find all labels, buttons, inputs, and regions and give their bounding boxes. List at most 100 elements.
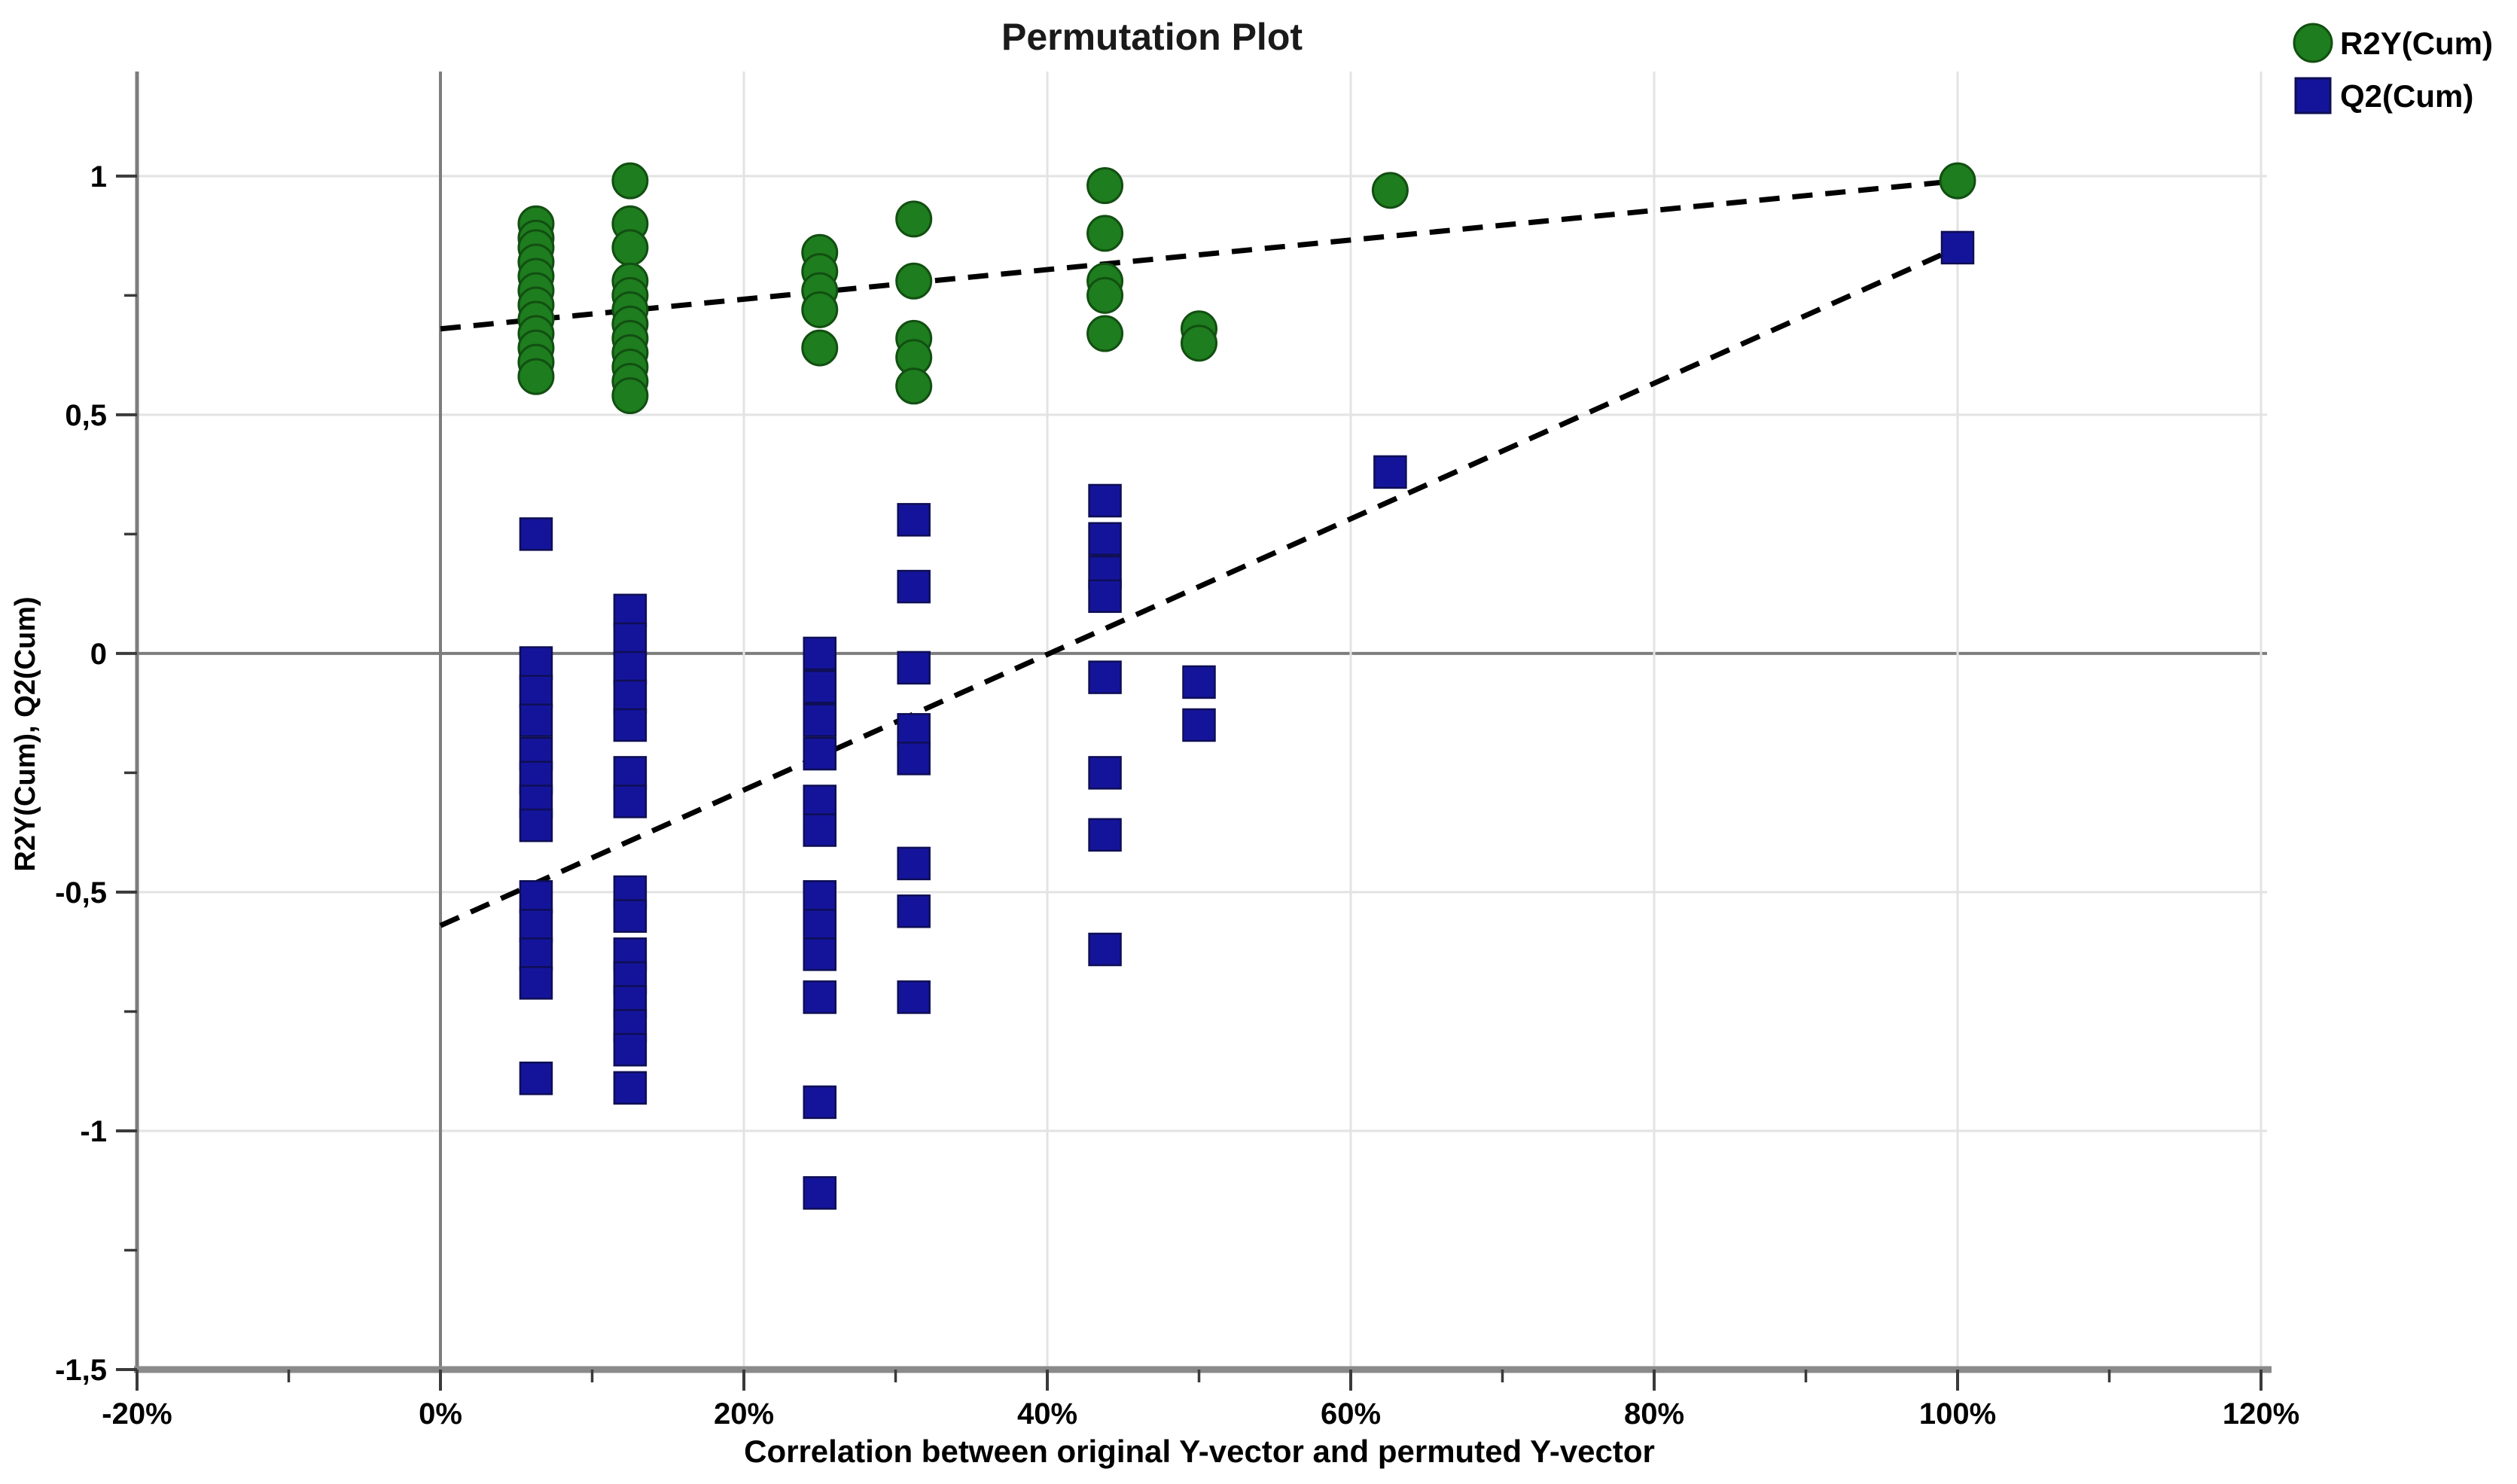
q2-point[interactable] — [613, 1071, 648, 1105]
x-tick-label: 60% — [1321, 1397, 1381, 1431]
q2-point[interactable] — [1088, 579, 1122, 614]
legend: R2Y(Cum) Q2(Cum) — [2293, 23, 2493, 114]
q2-regression-line — [439, 245, 1959, 928]
q2-point[interactable] — [803, 880, 836, 914]
r2y-point[interactable] — [1371, 172, 1409, 209]
q2-point[interactable] — [519, 966, 553, 1000]
q2-point[interactable] — [613, 651, 648, 685]
q2-point[interactable] — [803, 736, 836, 771]
q2-point[interactable] — [519, 1061, 553, 1095]
regression-lines — [439, 178, 1959, 928]
q2-point[interactable] — [519, 675, 553, 708]
q2-point[interactable] — [613, 899, 648, 933]
q2-point[interactable] — [803, 636, 836, 671]
q2-point[interactable] — [897, 846, 931, 881]
r2y-point[interactable] — [1086, 166, 1124, 204]
r2y-point[interactable] — [611, 229, 649, 267]
x-tick-label: 80% — [1624, 1397, 1684, 1431]
q2-point[interactable] — [613, 593, 648, 628]
q2-point[interactable] — [519, 880, 553, 914]
q2-point[interactable] — [519, 808, 553, 843]
r2y-point[interactable] — [1086, 215, 1124, 252]
q2-point[interactable] — [613, 785, 648, 818]
r2y-point[interactable] — [895, 200, 933, 238]
axis-ticks — [116, 174, 2263, 1391]
q2-point[interactable] — [519, 909, 553, 943]
q2-point[interactable] — [897, 503, 931, 537]
y-axis-label: R2Y(Cum), Q2(Cum) — [10, 596, 41, 871]
q2-point[interactable] — [1940, 230, 1975, 265]
x-tick-label: -20% — [102, 1397, 172, 1431]
q2-point[interactable] — [1088, 756, 1122, 790]
q2-point[interactable] — [1182, 665, 1216, 699]
q2-point[interactable] — [803, 670, 836, 704]
y-tick-label: -1 — [80, 1115, 107, 1148]
q2-point[interactable] — [897, 713, 931, 747]
q2-point[interactable] — [519, 937, 553, 971]
q2-point[interactable] — [897, 894, 931, 928]
gridlines — [137, 72, 2267, 1370]
y-tick-label: 0,5 — [65, 399, 107, 432]
x-tick-label: 20% — [714, 1397, 774, 1431]
x-axis-label: Correlation between original Y-vector an… — [744, 1434, 1655, 1469]
q2-point[interactable] — [1088, 522, 1122, 556]
r2y-legend-circle-icon — [2293, 23, 2333, 63]
q2-point[interactable] — [1182, 708, 1216, 742]
q2-point[interactable] — [613, 622, 648, 657]
r2y-point[interactable] — [1086, 276, 1124, 314]
axes — [134, 72, 2272, 1373]
r2y-point[interactable] — [1086, 315, 1124, 352]
q2-point[interactable] — [519, 517, 553, 551]
q2-point[interactable] — [803, 1085, 836, 1120]
q2-point[interactable] — [803, 1176, 836, 1210]
r2y-point[interactable] — [895, 367, 933, 405]
r2y-point[interactable] — [801, 291, 839, 328]
q2-point[interactable] — [803, 909, 836, 943]
r2y-point[interactable] — [611, 162, 649, 200]
x-tick-label: 0% — [419, 1397, 462, 1431]
legend-item-q2[interactable]: Q2(Cum) — [2294, 77, 2473, 114]
q2-point[interactable] — [613, 708, 648, 742]
q2-legend-square-icon — [2294, 77, 2332, 114]
q2-point[interactable] — [1088, 932, 1122, 967]
q2-point[interactable] — [613, 756, 648, 790]
q2-point[interactable] — [897, 651, 931, 685]
axis-tick-labels: -20% 0% 20% 40% 60% 80% 100% 120% 1 0,5 0 -0,5 -1 -1,… — [55, 160, 2299, 1431]
q2-point[interactable] — [897, 742, 931, 776]
q2-point[interactable] — [613, 1032, 648, 1067]
r2y-points-group — [517, 162, 1976, 414]
legend-item-r2y[interactable]: R2Y(Cum) — [2293, 23, 2493, 63]
r2y-point[interactable] — [1939, 162, 1976, 200]
q2-point[interactable] — [803, 937, 836, 971]
q2-point[interactable] — [519, 703, 553, 737]
r2y-point[interactable] — [1181, 325, 1217, 362]
x-tick-label: 40% — [1017, 1397, 1077, 1431]
q2-point[interactable] — [803, 785, 836, 818]
x-tick-label: 120% — [2223, 1397, 2299, 1431]
q2-point[interactable] — [1088, 818, 1122, 852]
chart-title: Permutation Plot — [1001, 16, 1303, 58]
legend-r2y-label: R2Y(Cum) — [2340, 26, 2493, 61]
y-tick-label: 0 — [90, 638, 107, 671]
q2-point[interactable] — [897, 980, 931, 1014]
q2-point[interactable] — [803, 813, 836, 847]
r2y-point[interactable] — [801, 329, 839, 367]
q2-point[interactable] — [1088, 483, 1122, 518]
y-tick-label: -1,5 — [55, 1354, 107, 1387]
r2y-point[interactable] — [517, 358, 555, 395]
q2-point[interactable] — [1088, 660, 1122, 694]
y-tick-label: -0,5 — [55, 876, 107, 910]
q2-point[interactable] — [613, 679, 648, 714]
x-tick-label: 100% — [1919, 1397, 1996, 1431]
r2y-point[interactable] — [611, 376, 649, 414]
q2-point[interactable] — [803, 703, 836, 737]
y-tick-label: 1 — [90, 160, 107, 193]
legend-q2-label: Q2(Cum) — [2340, 78, 2473, 114]
q2-point[interactable] — [897, 569, 931, 604]
q2-point[interactable] — [803, 980, 836, 1014]
q2-point[interactable] — [1373, 455, 1407, 489]
r2y-point[interactable] — [895, 262, 933, 300]
q2-point[interactable] — [519, 646, 553, 680]
